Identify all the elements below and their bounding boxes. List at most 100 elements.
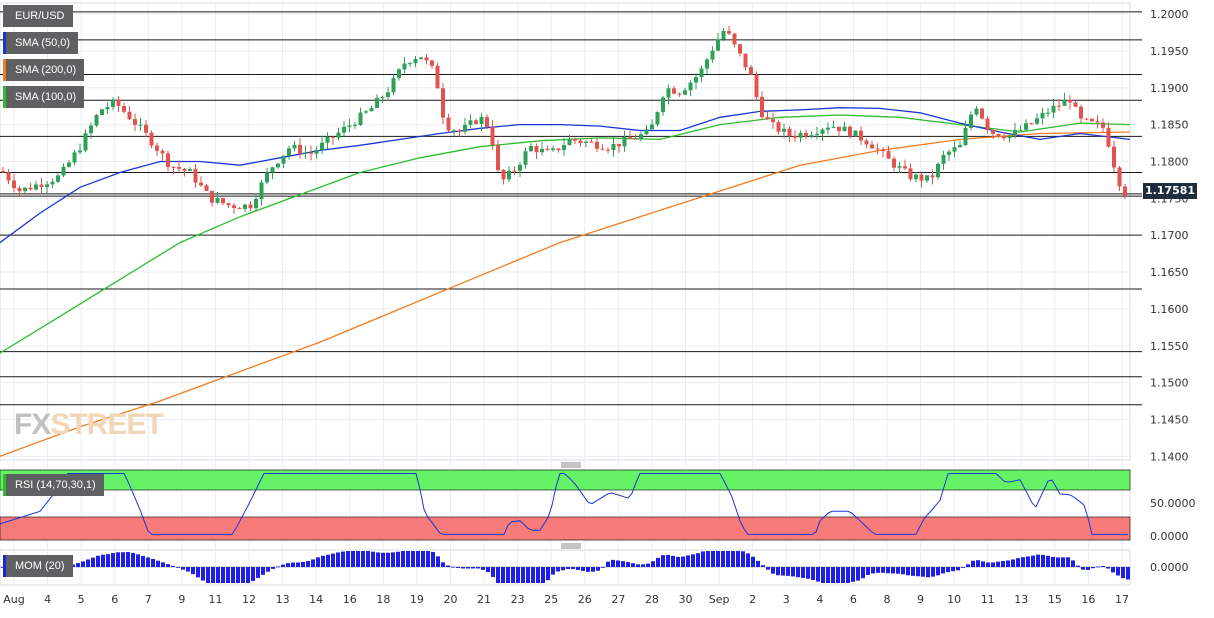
candle-body — [347, 125, 352, 127]
date-label: 18 — [376, 593, 390, 606]
legend-rsi[interactable]: RSI (14,70,30,1) — [3, 474, 104, 496]
mom-bar — [361, 551, 365, 567]
mom-bar — [271, 567, 275, 569]
legend-sma100[interactable]: SMA (100,0) — [3, 86, 85, 108]
candle-body — [320, 142, 324, 151]
fxstreet-watermark: FXSTREET — [14, 408, 164, 441]
candle-body — [276, 163, 280, 168]
candle-body — [798, 132, 803, 138]
mom-bar — [96, 555, 100, 567]
candle-body — [595, 141, 599, 149]
mom-bar — [191, 567, 195, 575]
candle-body — [881, 149, 885, 152]
mom-bar — [821, 567, 825, 583]
mom-bar — [976, 560, 980, 567]
candle-body — [210, 190, 214, 203]
mom-bar — [476, 567, 480, 569]
date-label: 11 — [208, 593, 222, 606]
mom-bar — [1051, 556, 1055, 567]
candle-body — [1123, 186, 1127, 196]
mom-bar — [611, 559, 615, 567]
mom-bar — [541, 567, 545, 583]
mom-bar — [901, 567, 905, 575]
last-price-tag: 1.17581 — [1143, 183, 1197, 199]
mom-bar — [1011, 559, 1015, 567]
price-panel — [0, 2, 1131, 461]
mom-bar — [446, 565, 450, 567]
mom-bar — [291, 562, 295, 567]
mom-bar — [876, 567, 880, 573]
mom-bar — [1121, 567, 1125, 579]
mom-bar — [616, 560, 620, 567]
candle-body — [727, 31, 731, 34]
candle-body — [452, 130, 456, 132]
mom-bar — [381, 552, 385, 567]
mom-bar — [151, 559, 155, 567]
mom-bar — [811, 567, 815, 580]
candle-body — [1117, 167, 1122, 187]
candle-body — [512, 170, 517, 172]
candle-body — [441, 88, 445, 118]
mom-bar — [186, 567, 190, 572]
mom-bar — [856, 567, 860, 581]
legend-sma200[interactable]: SMA (200,0) — [3, 59, 85, 81]
candle-body — [903, 166, 907, 169]
candle-body — [1040, 112, 1045, 119]
candle-body — [573, 138, 577, 141]
candle-body — [705, 59, 709, 69]
price-tick-label: 1.2000 — [1150, 8, 1189, 21]
candle-body — [457, 130, 462, 132]
date-label: 30 — [679, 593, 693, 606]
legend-sma50[interactable]: SMA (50,0) — [3, 32, 79, 54]
candle-body — [875, 148, 880, 150]
mom-bar — [516, 567, 520, 583]
candle-body — [870, 144, 874, 149]
mom-bar — [566, 567, 570, 569]
candle-body — [182, 168, 187, 171]
mom-bar — [121, 552, 125, 567]
candle-body — [529, 146, 533, 152]
candle-body — [94, 114, 99, 126]
price-tick-label: 1.1600 — [1150, 303, 1189, 316]
candle-body — [804, 132, 808, 137]
date-label: 19 — [410, 593, 424, 606]
mom-bar — [621, 561, 625, 567]
legend-swatch-sma50 — [3, 32, 6, 54]
candle-body — [1029, 123, 1034, 125]
candle-body — [72, 152, 77, 163]
candle-body — [116, 99, 121, 106]
rsi-line — [0, 473, 1128, 535]
candle-body — [171, 166, 176, 168]
sma200-line — [0, 131, 1131, 457]
candle-body — [771, 119, 775, 123]
candle-body — [336, 132, 341, 138]
candle-body — [947, 151, 951, 155]
mom-bar — [1001, 561, 1005, 567]
candle-body — [270, 167, 275, 173]
legend-mom[interactable]: MOM (20) — [3, 555, 73, 577]
mom-bar — [166, 564, 170, 567]
date-label: 5 — [78, 593, 85, 606]
mom-bar — [846, 567, 850, 583]
mom-bar — [441, 562, 445, 567]
mom-bar — [671, 555, 675, 567]
candle-body — [809, 135, 814, 137]
date-label: 15 — [1048, 593, 1062, 606]
mom-bar — [91, 557, 95, 567]
candle-body — [754, 74, 759, 98]
candle-body — [864, 140, 869, 145]
mom-bar — [786, 567, 790, 576]
legend-symbol[interactable]: EUR/USD — [3, 5, 73, 27]
mom-bar — [471, 567, 475, 569]
rsi-oversold-zone — [0, 516, 1131, 541]
mom-bar — [351, 551, 355, 567]
mom-bar — [906, 567, 910, 576]
candle-body — [6, 172, 11, 181]
candle-body — [925, 175, 929, 181]
candle-body — [716, 39, 720, 51]
candle-body — [479, 116, 484, 124]
candle-body — [732, 33, 737, 45]
mom-bar — [246, 567, 250, 583]
candle-body — [710, 50, 715, 60]
mom-bar — [1036, 554, 1040, 567]
